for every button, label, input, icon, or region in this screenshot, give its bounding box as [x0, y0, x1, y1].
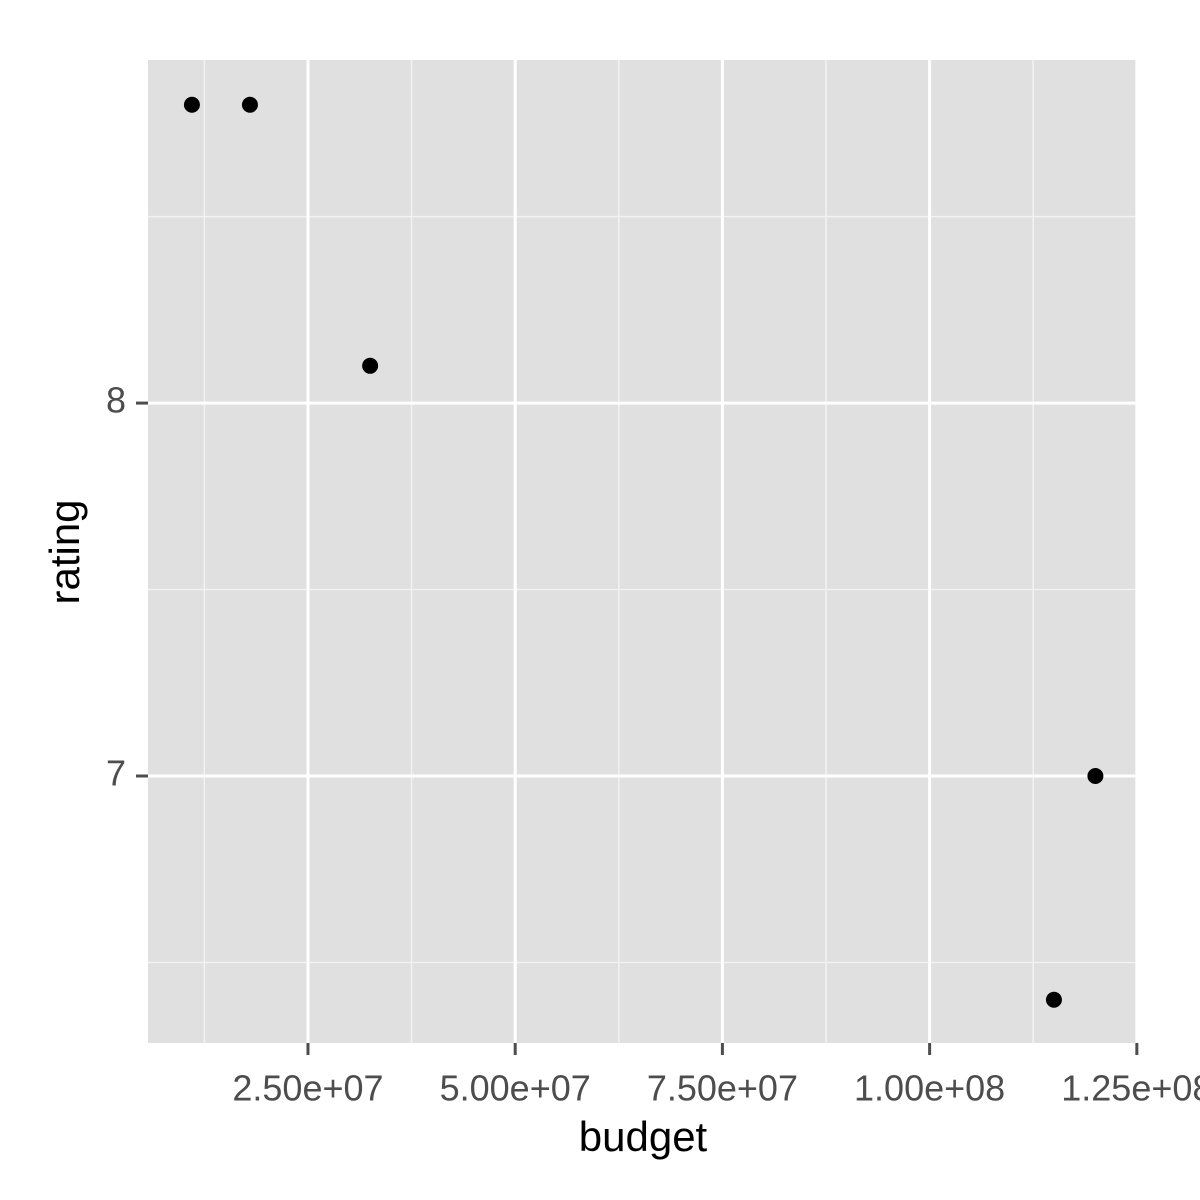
point: [362, 357, 379, 374]
y-tick-label: 8: [106, 380, 126, 421]
point: [183, 96, 200, 113]
x-tick-label: 7.50e+07: [647, 1068, 798, 1109]
y-axis-title: rating: [41, 499, 88, 604]
x-tick-label: 2.50e+07: [232, 1068, 383, 1109]
point: [1087, 767, 1104, 784]
panel: [148, 60, 1138, 1043]
point: [1045, 991, 1062, 1008]
x-tick-label: 1.25e+08: [1061, 1068, 1200, 1109]
x-tick-label: 1.00e+08: [854, 1068, 1005, 1109]
y-tick-label: 7: [106, 753, 126, 794]
x-tick-label: 5.00e+07: [440, 1068, 591, 1109]
x-axis-title: budget: [579, 1113, 708, 1160]
point: [241, 96, 258, 113]
